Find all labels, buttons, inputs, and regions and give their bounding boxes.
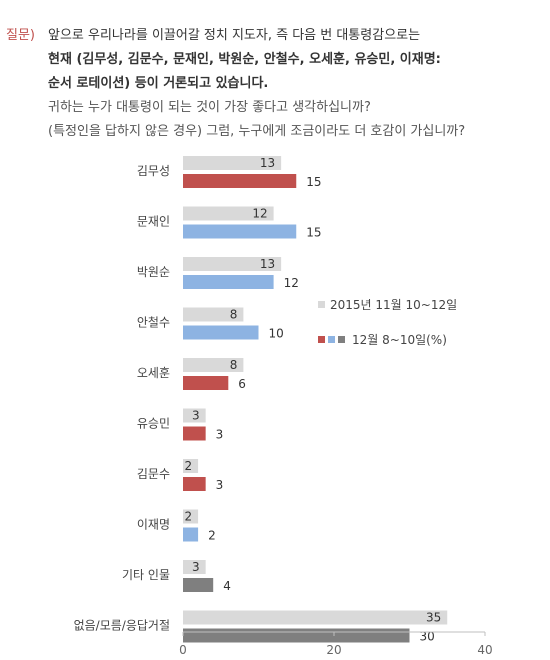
data-label-prev: 2 [184,459,192,473]
bar-prev [183,257,282,271]
data-label-prev: 8 [230,358,238,372]
category-label: 유승민 [137,417,170,431]
question-line-5: (특정인을 답하지 않은 경우) 그럼, 누구에게 조금이라도 더 호감이 가십… [48,124,466,139]
data-label-curr: 4 [223,579,231,593]
legend-label-curr: 12월 8~10일(%) [352,333,447,347]
category-label: 김문수 [137,467,170,481]
category-label: 박원순 [137,265,170,279]
x-tick-label: 20 [326,643,341,657]
bar-prev [183,459,199,473]
question-block: 질문) 앞으로 우리나라를 이끌어갈 정치 지도자, 즉 다음 번 대통령감으로… [0,0,550,140]
bar-chart: 김무성1315문재인1215박원순1312안철수810오세훈86유승민33김문수… [74,156,493,657]
bar-prev [183,610,448,625]
data-label-curr: 3 [216,478,224,492]
bar-curr [183,578,214,592]
category-label: 없음/모름/응답거절 [74,619,170,633]
legend-swatch-curr [318,336,325,343]
data-label-prev: 3 [192,560,200,574]
data-label-curr: 15 [306,226,321,240]
bar-prev [183,156,282,170]
data-label-curr: 2 [208,529,216,543]
bar-curr [183,275,274,289]
question-line-4: 귀하는 누가 대통령이 되는 것이 가장 좋다고 생각하십니까? [48,100,371,115]
data-label-prev: 13 [260,156,275,170]
bar-prev [183,358,244,372]
data-label-curr: 30 [420,630,435,644]
category-label: 문재인 [137,215,170,229]
bar-prev [183,408,206,423]
bar-curr [183,477,206,491]
data-label-curr: 15 [306,175,321,189]
bar-prev [183,509,199,524]
bar-curr [183,224,297,239]
bar-prev [183,307,244,322]
bar-curr [183,325,259,340]
question-tag: 질문) [6,28,35,43]
legend-swatch-curr [338,336,345,343]
bar-prev [183,560,206,574]
category-label: 이재명 [137,518,170,532]
data-label-prev: 35 [426,611,441,625]
bar-curr [183,628,410,643]
data-label-curr: 3 [216,428,224,442]
bar-curr [183,527,199,542]
category-label: 오세훈 [137,366,170,380]
question-line-1: 앞으로 우리나라를 이끌어갈 정치 지도자, 즉 다음 번 대통령감으로는 [48,28,421,43]
question-line-3: 순서 로테이션) 등이 거론되고 있습니다. [48,76,269,91]
data-label-prev: 3 [192,409,200,423]
x-tick-label: 40 [477,643,492,657]
category-label: 김무성 [137,164,170,178]
category-label: 기타 인물 [122,568,170,582]
data-label-prev: 2 [184,510,192,524]
data-label-curr: 10 [269,327,284,341]
question-line-2: 현재 (김무성, 김문수, 문재인, 박원순, 안철수, 오세훈, 유승민, 이… [48,52,441,67]
legend-swatch-curr [328,336,335,343]
data-label-prev: 8 [230,308,238,322]
bar-curr [183,376,229,390]
data-label-curr: 6 [238,377,246,391]
bar-curr [183,426,206,441]
bar-curr [183,174,297,188]
data-label-prev: 12 [252,207,267,221]
x-tick-label: 0 [179,643,187,657]
bar-prev [183,206,274,221]
legend-swatch-prev [318,301,325,308]
data-label-prev: 13 [260,257,275,271]
data-label-curr: 12 [284,276,299,290]
category-label: 안철수 [137,316,170,330]
legend-label-prev: 2015년 11월 10~12일 [330,298,457,312]
